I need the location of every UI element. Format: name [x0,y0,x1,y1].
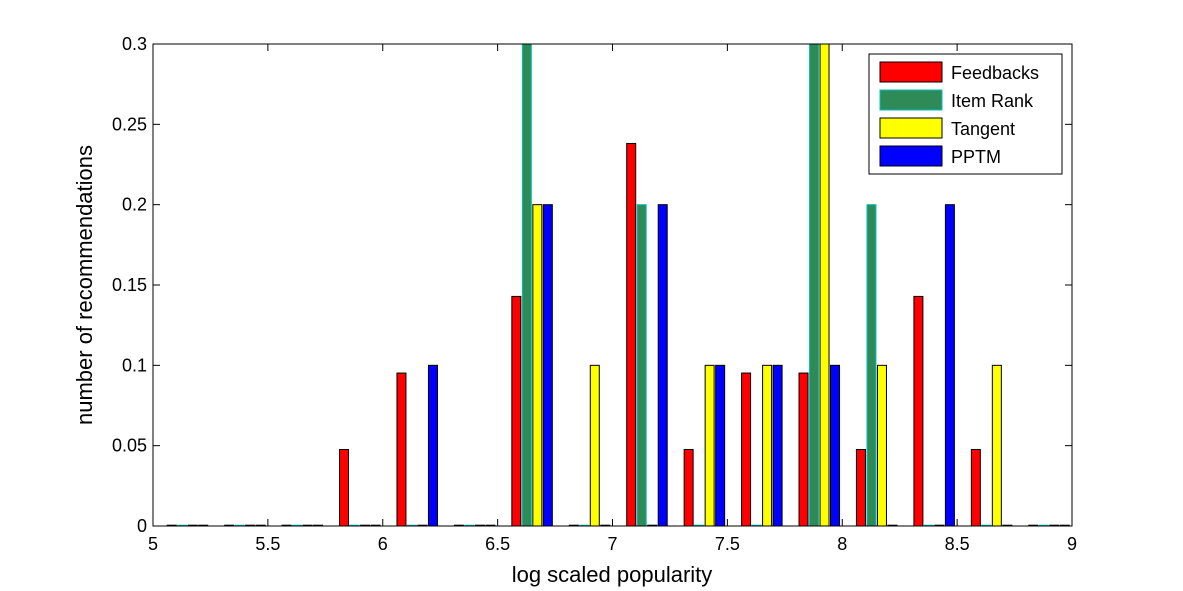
legend-swatch-pptm [879,145,943,167]
bar-pptm [830,364,841,527]
bar-tangent [819,43,830,527]
bar-tangent [991,364,1002,527]
bar-feedbacks [396,372,407,527]
bar-feedbacks [970,449,981,527]
x-tick-label: 9 [1067,534,1077,554]
bar-item-rank [866,204,877,527]
legend-label-pptm: PPTM [951,147,1001,167]
legend-label-feedbacks: Feedbacks [951,63,1039,83]
bar-item-rank [636,204,647,527]
y-tick-label: 0.2 [122,195,147,215]
bar-feedbacks [855,449,866,527]
bar-pptm [944,204,955,527]
bar-item-rank [809,43,820,527]
x-tick-label: 6.5 [485,534,510,554]
x-axis-ticks: 5 5.5 6 6.5 7 7.5 8 8.5 9 [148,44,1077,554]
plot-frame [152,43,1073,527]
bar-feedbacks [913,295,924,527]
bar-feedbacks [798,372,809,527]
y-tick-label: 0.1 [122,355,147,375]
bar-item-rank [521,43,532,527]
y-tick-label: 0 [137,516,147,536]
x-tick-label: 7.5 [715,534,740,554]
x-axis-label: log scaled popularity [512,562,713,587]
x-tick-label: 5 [148,534,158,554]
bar-feedbacks [511,295,522,527]
legend-swatch-feedbacks [879,61,943,83]
x-tick-label: 8.5 [945,534,970,554]
legend-swatch-tangent [879,117,943,139]
bar-pptm [427,364,438,527]
x-tick-label: 8 [837,534,847,554]
legend-label-item-rank: Item Rank [951,91,1034,111]
y-tick-label: 0.3 [122,34,147,54]
bar-pptm [542,204,553,527]
bar-pptm [772,364,783,527]
y-tick-label: 0.15 [112,275,147,295]
y-tick-label: 0.25 [112,114,147,134]
bar-feedbacks [626,142,637,527]
x-tick-label: 6 [378,534,388,554]
x-tick-label: 7 [607,534,617,554]
bar-feedbacks [741,372,752,527]
y-axis-label: number of recommendations [72,145,97,425]
bar-tangent [876,364,887,527]
bar-pptm [657,204,668,527]
bar-feedbacks [683,449,694,527]
y-tick-label: 0.05 [112,436,147,456]
legend-label-tangent: Tangent [951,119,1015,139]
x-tick-label: 5.5 [255,534,280,554]
legend: Feedbacks Item Rank Tangent PPTM [868,53,1063,175]
bar-pptm [715,364,726,527]
bar-tangent [532,204,543,527]
bar-tangent [762,364,773,527]
bar-feedbacks [339,449,350,527]
bar-tangent [589,364,600,527]
bar-tangent [704,364,715,527]
legend-swatch-item-rank [879,89,943,111]
